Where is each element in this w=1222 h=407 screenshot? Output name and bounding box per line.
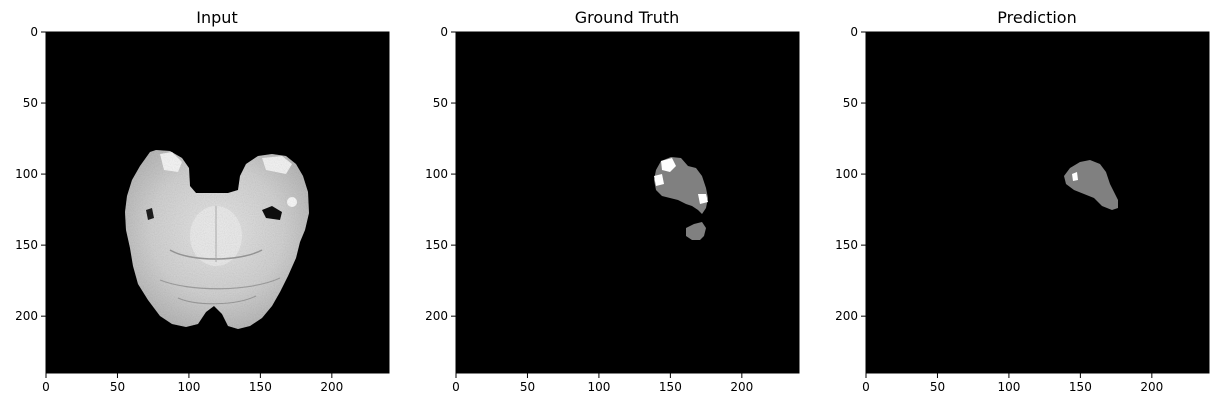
- y-tick-label: 100: [835, 167, 858, 181]
- panel-title-prediction: Prediction: [997, 8, 1076, 27]
- panel-prediction: Prediction 0 50 100 150 200 0 50 100 150 200: [835, 8, 1210, 394]
- sulcus-line: [177, 295, 257, 305]
- bright-lesion: [262, 156, 292, 174]
- image-frame-ground-truth: [455, 31, 800, 374]
- dark-cavity: [146, 208, 154, 220]
- image-frame-prediction: [865, 31, 1210, 374]
- panel-ground-truth: Ground Truth 0 50 100 150 200 0 50 100 150 200: [425, 8, 800, 394]
- bright-spot: [287, 197, 297, 207]
- x-tick-label: 150: [659, 380, 682, 394]
- label-region-white: [1072, 172, 1078, 181]
- x-tick-label: 150: [249, 380, 272, 394]
- sulcus-line: [169, 249, 263, 260]
- y-tick-label: 0: [850, 25, 858, 39]
- x-tick-label: 200: [1140, 380, 1163, 394]
- bright-lesion: [160, 152, 182, 172]
- x-tick-label: 50: [520, 380, 535, 394]
- y-tick-label: 50: [433, 96, 448, 110]
- y-tick-label: 0: [440, 25, 448, 39]
- panel-input: Input 0 50 100 150 200 0 50 100 150 200: [15, 8, 390, 394]
- x-tick-label: 200: [730, 380, 753, 394]
- x-tick-label: 0: [452, 380, 460, 394]
- panel-title-ground-truth: Ground Truth: [575, 8, 680, 27]
- y-tick-label: 0: [30, 25, 38, 39]
- label-region-gray: [686, 222, 706, 240]
- label-region-white: [698, 194, 708, 204]
- x-tick-label: 50: [110, 380, 125, 394]
- y-tick-label: 200: [425, 309, 448, 323]
- y-tick-label: 200: [835, 309, 858, 323]
- x-tick-label: 0: [42, 380, 50, 394]
- dark-cavity: [262, 206, 282, 220]
- x-tick-label: 50: [930, 380, 945, 394]
- axis-ticks-input: 0 50 100 150 200 0 50 100 150 200: [15, 25, 343, 394]
- axis-ticks-ground-truth: 0 50 100 150 200 0 50 100 150 200: [425, 25, 753, 394]
- x-tick-label: 0: [862, 380, 870, 394]
- x-tick-label: 150: [1069, 380, 1092, 394]
- x-tick-label: 100: [587, 380, 610, 394]
- x-tick-label: 100: [177, 380, 200, 394]
- mri-slice-image: [125, 150, 309, 329]
- panel-title-input: Input: [196, 8, 237, 27]
- label-region-white: [661, 158, 676, 172]
- y-tick-label: 150: [425, 238, 448, 252]
- sulcus-line: [159, 277, 281, 290]
- x-tick-label: 200: [320, 380, 343, 394]
- ground-truth-mask: [654, 157, 708, 240]
- x-tick-label: 100: [997, 380, 1020, 394]
- y-tick-label: 50: [843, 96, 858, 110]
- prediction-mask: [1064, 160, 1118, 210]
- label-region-gray: [1064, 160, 1118, 210]
- label-region-white: [654, 174, 664, 186]
- y-tick-label: 100: [15, 167, 38, 181]
- y-tick-label: 150: [15, 238, 38, 252]
- y-tick-label: 50: [23, 96, 38, 110]
- axis-ticks-prediction: 0 50 100 150 200 0 50 100 150 200: [835, 25, 1163, 394]
- y-tick-label: 200: [15, 309, 38, 323]
- y-tick-label: 150: [835, 238, 858, 252]
- y-tick-label: 100: [425, 167, 448, 181]
